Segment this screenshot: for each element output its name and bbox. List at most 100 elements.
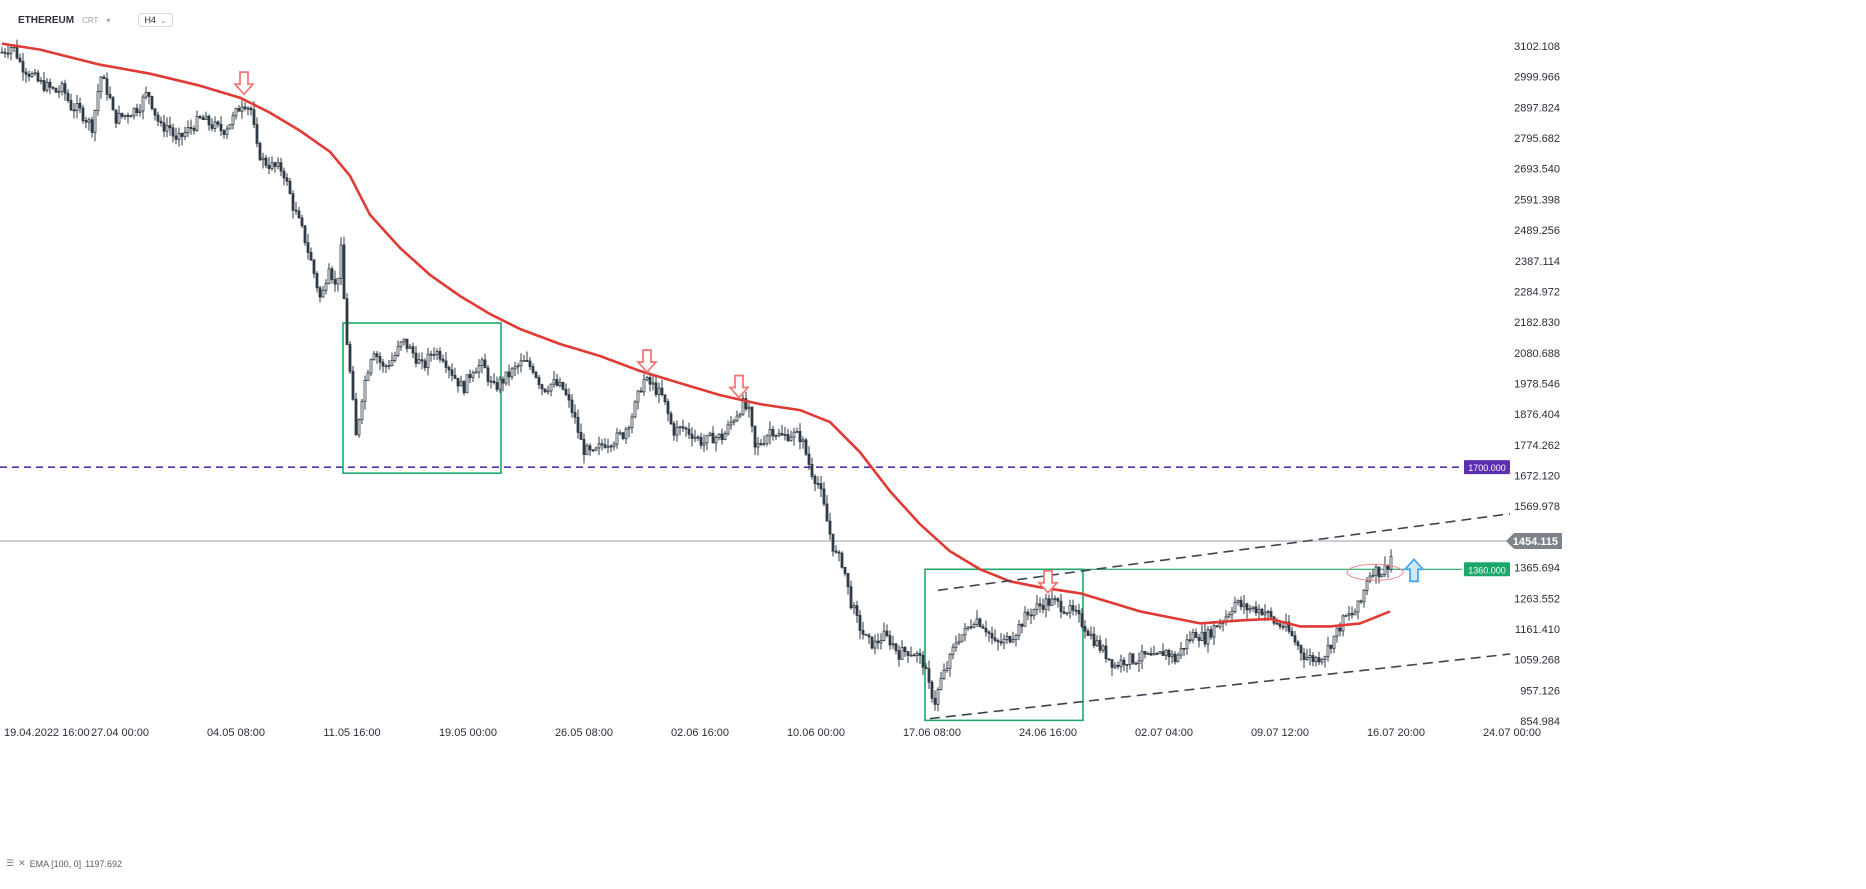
- close-icon[interactable]: ✕: [18, 858, 26, 868]
- candle-body: [909, 654, 913, 657]
- x-tick-label: 09.07 12:00: [1251, 727, 1309, 739]
- x-tick-label: 24.06 16:00: [1019, 727, 1077, 739]
- y-tick-label: 2284.972: [1514, 286, 1560, 298]
- candle-body: [933, 697, 937, 705]
- candle-body: [417, 359, 421, 364]
- candle-body: [102, 76, 106, 80]
- candle-body: [45, 81, 49, 91]
- candle-body: [1158, 651, 1162, 654]
- trendline: [937, 512, 1511, 592]
- arrow-up-icon: [1402, 557, 1426, 583]
- candle-body: [981, 626, 985, 629]
- candle-body: [1257, 608, 1261, 614]
- candle-body: [303, 225, 307, 244]
- candle-body: [1383, 564, 1387, 575]
- y-tick-label: 2795.682: [1514, 133, 1560, 145]
- candle-body: [774, 435, 778, 438]
- candle-body: [273, 162, 277, 167]
- candle-body: [156, 114, 160, 122]
- candle-body: [519, 360, 523, 367]
- trendline: [929, 653, 1511, 720]
- candle-body: [237, 108, 241, 112]
- candle-body: [540, 384, 544, 390]
- candle-body: [876, 640, 880, 644]
- candle-body: [231, 115, 235, 125]
- candle-body: [318, 287, 322, 298]
- candle-body: [1032, 609, 1036, 617]
- candle-body: [810, 464, 814, 477]
- candle-body: [180, 132, 184, 137]
- candle-body: [972, 624, 976, 628]
- candle-body: [834, 550, 838, 553]
- candle-body: [576, 416, 580, 433]
- candle-body: [390, 360, 394, 366]
- candle-body: [495, 382, 499, 390]
- price-tag-bg: [1464, 460, 1510, 475]
- candle-body: [447, 366, 451, 371]
- candle-body: [549, 383, 553, 392]
- candle-body: [1290, 630, 1294, 637]
- candle-body: [1083, 626, 1087, 632]
- candle-body: [1254, 606, 1258, 614]
- candle-body: [873, 640, 877, 649]
- candle-body: [420, 359, 424, 362]
- candle-body: [1188, 639, 1192, 642]
- candle-body: [1338, 627, 1342, 632]
- candle-body: [1089, 633, 1093, 636]
- settings-icon[interactable]: ☰: [6, 858, 15, 868]
- price-tag-bg: [1464, 562, 1510, 577]
- candle-body: [108, 93, 112, 98]
- y-tick-label: 2999.966: [1514, 72, 1560, 84]
- candle-body: [57, 91, 61, 93]
- candle-body: [357, 419, 361, 436]
- candle-body: [375, 353, 379, 357]
- candle-body: [90, 119, 94, 133]
- candle-body: [747, 406, 751, 410]
- candle-body: [258, 143, 262, 161]
- timeframe-select[interactable]: H4 ⌄: [138, 13, 173, 27]
- candle-body: [213, 121, 217, 129]
- candle-body: [435, 350, 439, 355]
- candle-body: [702, 442, 706, 446]
- candle-body: [870, 636, 874, 649]
- candle-body: [192, 128, 196, 131]
- candle-body: [1077, 610, 1081, 615]
- candle-body: [183, 132, 187, 137]
- candle-body: [204, 115, 208, 120]
- candle-body: [1389, 556, 1393, 570]
- candle-body: [1239, 600, 1243, 608]
- y-tick-label: 2897.824: [1514, 102, 1560, 114]
- candle-body: [651, 382, 655, 385]
- symbol-label[interactable]: ETHEREUM: [18, 14, 75, 26]
- candle-body: [1344, 614, 1348, 617]
- candle-body: [279, 162, 283, 172]
- candles: [0, 39, 1393, 712]
- candle-body: [570, 399, 574, 413]
- candle-body: [1359, 600, 1363, 603]
- candle-body: [660, 387, 664, 396]
- x-tick-label: 19.05 00:00: [439, 727, 497, 739]
- candle-body: [666, 401, 670, 415]
- candle-body: [81, 107, 85, 121]
- candle-body: [1107, 658, 1111, 661]
- candle-body: [1173, 653, 1177, 663]
- candle-body: [1200, 631, 1204, 641]
- candle-body: [378, 356, 382, 363]
- candle-body: [588, 445, 592, 451]
- candle-body: [441, 358, 445, 362]
- candle-body: [879, 640, 883, 644]
- candle-body: [1062, 611, 1066, 614]
- price-tag-label: 1360.000: [1468, 565, 1506, 575]
- candle-body: [54, 87, 58, 93]
- candle-body: [1113, 664, 1117, 668]
- y-tick-label: 2591.398: [1514, 194, 1560, 206]
- candle-body: [690, 433, 694, 439]
- candle-body: [99, 76, 103, 93]
- chevron-down-icon[interactable]: ▾: [106, 15, 111, 25]
- candle-body: [255, 124, 259, 144]
- y-tick-label: 1876.404: [1514, 409, 1560, 421]
- candle-body: [117, 112, 121, 124]
- candle-body: [768, 429, 772, 437]
- candle-body: [678, 426, 682, 429]
